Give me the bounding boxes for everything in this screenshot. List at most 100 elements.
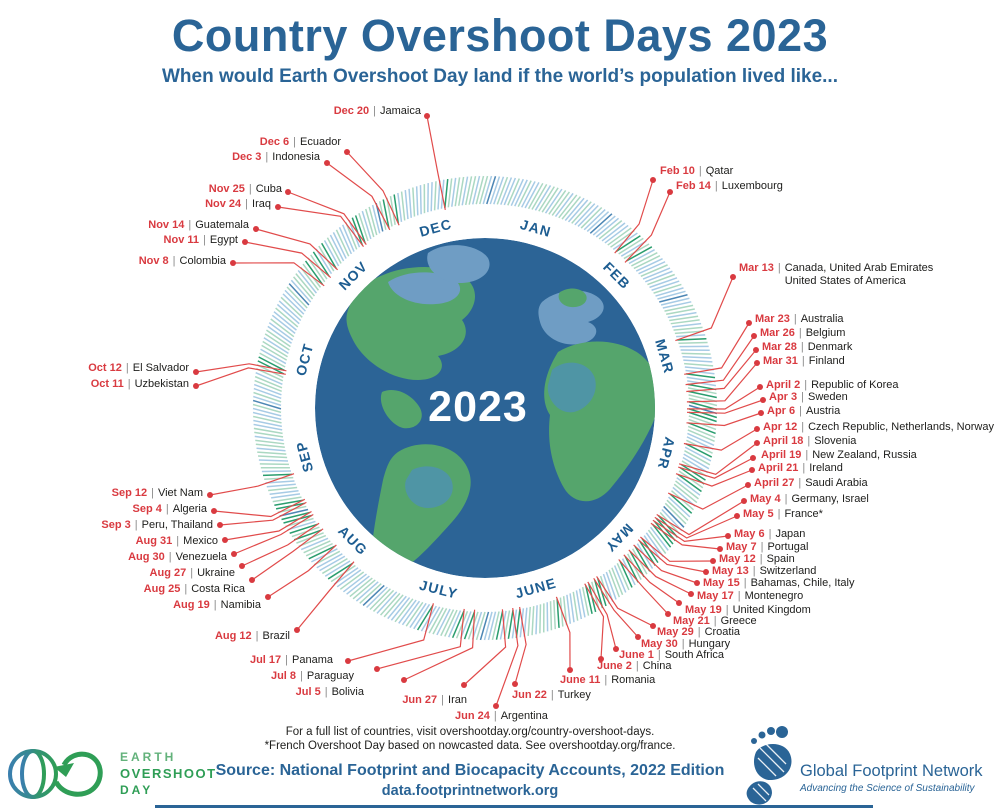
day-tick	[686, 376, 716, 383]
day-tick	[252, 411, 282, 421]
gfn-wordmark: Global Footprint Network Advancing the S…	[800, 762, 983, 794]
leader-line	[686, 412, 762, 427]
day-tick	[394, 598, 414, 623]
day-tick	[610, 229, 635, 248]
day-tick	[390, 597, 411, 621]
footer-note-countries: For a full list of countries, visit over…	[285, 726, 655, 738]
day-tick	[287, 520, 316, 531]
day-tick	[684, 362, 714, 367]
earth-globe	[315, 238, 655, 578]
day-tick	[531, 183, 548, 210]
leader-line	[376, 608, 465, 670]
month-label-june: JUNE	[513, 575, 558, 602]
day-tick	[332, 232, 347, 259]
day-tick	[544, 188, 563, 214]
day-tick	[651, 523, 672, 548]
day-tick	[524, 182, 540, 209]
day-tick	[293, 276, 314, 300]
day-tick	[451, 610, 465, 639]
leader-line	[287, 191, 367, 245]
day-tick	[253, 395, 282, 407]
leader-dot	[751, 333, 757, 339]
day-tick	[266, 483, 296, 488]
subtitle: When would Earth Overshoot Day land if t…	[162, 66, 838, 87]
day-tick	[666, 499, 689, 521]
day-tick	[253, 427, 283, 435]
day-tick	[256, 368, 284, 382]
day-tick	[259, 352, 286, 368]
leader-dot	[745, 482, 751, 488]
day-tick	[676, 477, 701, 496]
day-tick	[562, 596, 568, 626]
day-tick	[254, 375, 283, 389]
day-tick	[252, 415, 282, 424]
day-tick	[416, 604, 434, 631]
leader-dot	[285, 189, 291, 195]
day-tick	[688, 390, 717, 399]
day-tick	[279, 508, 309, 517]
leader-line	[686, 349, 757, 393]
global-footprint-network-logo[interactable]: Global Footprint Network Advancing the S…	[742, 722, 997, 806]
day-tick	[256, 447, 286, 452]
leader-line	[678, 442, 758, 475]
day-tick	[491, 611, 500, 641]
leader-dot	[253, 226, 259, 232]
day-tick	[688, 411, 717, 423]
leader-dot	[461, 682, 467, 688]
leader-line	[656, 500, 745, 536]
day-tick	[257, 455, 288, 459]
day-tick	[602, 573, 614, 602]
day-tick	[517, 180, 532, 208]
eod-earth: EARTH	[120, 750, 177, 764]
leader-line	[251, 528, 324, 581]
day-tick	[382, 199, 390, 229]
day-tick	[682, 456, 709, 474]
leader-line	[555, 596, 571, 671]
eod-day: DAY	[120, 783, 154, 797]
day-tick	[515, 608, 521, 638]
month-label-apr: APR	[655, 435, 679, 471]
earth-overshoot-day-logo[interactable]: EARTH OVERSHOOT DAY	[6, 744, 256, 804]
day-tick	[583, 209, 606, 231]
day-tick	[549, 601, 553, 631]
day-tick	[335, 229, 350, 257]
leader-line	[675, 276, 734, 342]
data-url-link[interactable]: data.footprintnetwork.org	[381, 783, 559, 799]
day-tick	[354, 215, 366, 244]
day-tick	[255, 371, 283, 386]
leader-line	[232, 262, 325, 287]
day-tick	[493, 176, 505, 205]
day-tick	[268, 322, 294, 341]
day-tick	[619, 560, 633, 588]
leader-dot	[750, 455, 756, 461]
gfn-name: Global Footprint Network	[800, 762, 983, 780]
day-tick	[475, 175, 485, 205]
day-tick	[253, 423, 283, 431]
leader-dot	[717, 546, 723, 552]
leader-dot	[688, 591, 694, 597]
leader-line	[403, 609, 476, 681]
day-tick	[558, 194, 578, 219]
day-tick	[463, 611, 476, 640]
day-tick	[312, 251, 330, 277]
leader-dot	[207, 492, 213, 498]
day-tick	[507, 178, 521, 206]
day-tick	[642, 267, 671, 280]
day-tick	[586, 211, 610, 233]
day-tick	[276, 303, 300, 325]
day-tick	[574, 203, 596, 226]
bottom-accent-bar	[155, 805, 873, 808]
day-tick	[338, 226, 353, 255]
leader-line	[683, 428, 758, 451]
day-tick	[323, 240, 340, 267]
day-tick	[688, 401, 718, 411]
day-tick	[253, 383, 282, 396]
leader-line	[596, 576, 654, 627]
leader-dot	[667, 189, 673, 195]
leader-line	[686, 399, 764, 414]
day-tick	[464, 176, 473, 206]
day-tick	[295, 273, 316, 297]
leader-line	[195, 363, 287, 373]
leader-line	[614, 179, 654, 254]
